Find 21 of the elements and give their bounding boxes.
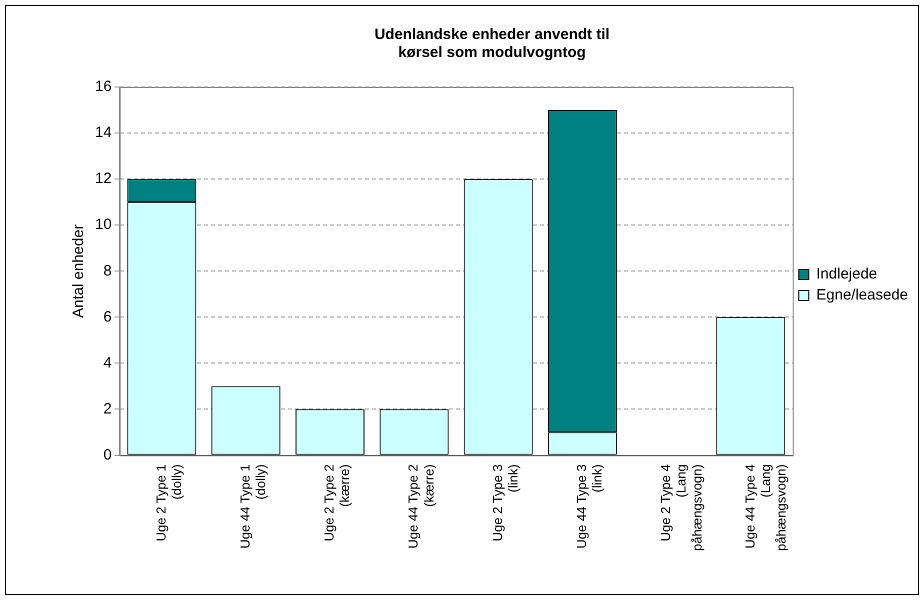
y-tick-label: 14 [94, 124, 112, 142]
x-tick-label: Uge 2 Type 4 (Lang påhængsvogn) [658, 464, 704, 552]
legend-label: Indlejede [816, 266, 878, 283]
x-tick-label: Uge 2 Type 1 (dolly) [153, 464, 184, 542]
y-tick-label: 6 [103, 308, 112, 326]
y-tick-label: 0 [103, 446, 112, 464]
x-tick-label: Uge 2 Type 2 (kærre) [322, 464, 352, 542]
x-tick-label: Uge 44 Type 1 (dolly) [237, 464, 268, 549]
y-axis-title: Antal enheder [70, 224, 88, 318]
y-tick-label: 4 [103, 354, 112, 372]
x-tick-label: Uge 44 Type 3 (link) [574, 464, 605, 549]
y-tick-label: 2 [103, 400, 112, 418]
legend-label: Egne/leasede [816, 286, 908, 304]
y-tick-label: 16 [94, 78, 112, 96]
y-tick-label: 8 [103, 262, 112, 280]
y-tick-label: 12 [94, 170, 112, 188]
x-tick-label: Uge 44 Type 4 (Lang påhængsvogn) [742, 464, 788, 552]
chart-title: Udenlandske enheder anvendt til kørsel som modulvogntog [374, 26, 610, 62]
x-tick-label: Uge 2 Type 3 (link) [490, 464, 520, 542]
x-tick-label: Uge 44 Type 2 (kærre) [406, 464, 436, 549]
y-tick-label: 10 [94, 216, 112, 234]
